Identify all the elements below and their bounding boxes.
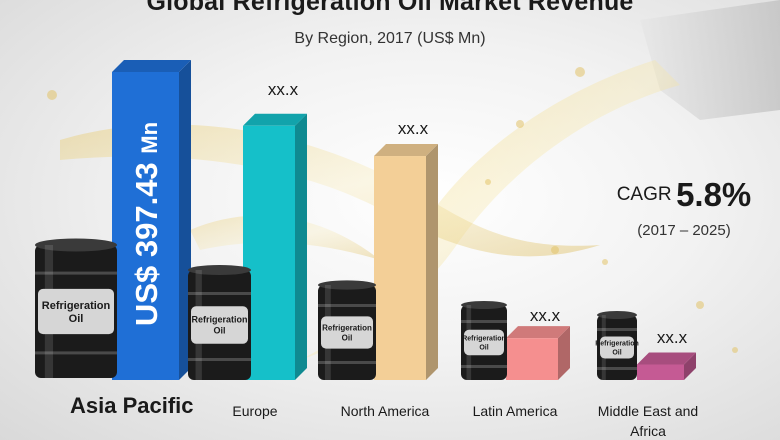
- bar-europe: [243, 113, 307, 380]
- barrel-hoop: [597, 367, 637, 370]
- bar-face: [637, 364, 684, 380]
- barrel-hoop: [597, 328, 637, 331]
- barrel-hoop: [318, 304, 376, 307]
- bar-side: [295, 113, 307, 380]
- barrel-lid: [188, 264, 251, 276]
- barrel-hoop: [35, 351, 117, 355]
- category-label-asia-pacific: Asia Pacific: [70, 393, 194, 418]
- bar-top: [112, 60, 191, 72]
- barrel-hoop: [461, 320, 507, 323]
- oil-barrel-middle-east-and-africa: Refrigeration Oil: [595, 311, 639, 380]
- barrel-label-text: Refrigeration: [595, 340, 639, 347]
- barrel-label-text: Refrigeration: [42, 300, 111, 312]
- barrel-hoop: [318, 361, 376, 364]
- barrel-label-text: Oil: [342, 333, 353, 342]
- bar-face: [506, 338, 558, 380]
- barrel-hoop: [35, 271, 117, 275]
- cagr-indicator: CAGR 5.8%: [594, 176, 774, 214]
- bar-top: [637, 352, 696, 365]
- cagr-period: (2017 – 2025): [637, 222, 731, 239]
- chart-subtitle: By Region, 2017 (US$ Mn): [294, 30, 486, 47]
- bar-value-middle-east-africa: xx.x: [656, 328, 688, 347]
- bar-side: [684, 352, 696, 380]
- barrel-hoop: [188, 292, 251, 295]
- bar-face: [112, 72, 179, 380]
- bar-top: [243, 113, 307, 126]
- barrel-hoop: [188, 358, 251, 361]
- bar-side: [426, 144, 438, 380]
- bar-value-north-america: xx.x: [397, 119, 429, 138]
- bar-north-america: [374, 144, 438, 380]
- category-label-middle-east-africa: Middle East and Africa: [597, 403, 699, 439]
- category-label-europe: Europe: [232, 403, 278, 419]
- barrel-label-text: Oil: [69, 313, 84, 325]
- barrel-lid: [318, 280, 376, 290]
- bar-value-latin-america: xx.x: [529, 306, 561, 325]
- bar-face: [374, 156, 426, 380]
- bar-top: [374, 144, 438, 157]
- barrel-lid: [597, 311, 637, 319]
- barrel-label-text: Oil: [612, 349, 621, 356]
- barrel-label: [464, 329, 504, 356]
- bar-face: [243, 125, 295, 380]
- barrel-label: [38, 288, 114, 335]
- cagr-value: 5.8%: [676, 176, 752, 213]
- barrel-lid: [461, 301, 507, 309]
- bar-latin-america: [506, 326, 570, 380]
- oil-barrel-latin-america: Refrigeration Oil: [461, 301, 507, 380]
- cagr-label: CAGR: [616, 184, 672, 205]
- barrel-lid: [35, 238, 117, 252]
- barrel-label-text: Refrigeration: [322, 323, 372, 332]
- barrel-label-text: Oil: [213, 326, 225, 336]
- bar-middle-east-and-africa: [637, 352, 696, 380]
- barrel-label: [600, 336, 634, 359]
- barrel-label-text: Oil: [479, 344, 488, 351]
- barrel-label-text: Refrigeration: [462, 335, 506, 342]
- barrel-hoop: [461, 365, 507, 368]
- barrel-label-text: Refrigeration: [191, 315, 247, 325]
- bar-side: [558, 326, 570, 380]
- category-label-latin-america: Latin America: [472, 403, 558, 419]
- bar-value-europe: xx.x: [267, 80, 299, 99]
- barrel-label: [191, 306, 248, 344]
- category-label-north-america: North America: [340, 403, 430, 419]
- barrel-label: [321, 316, 373, 349]
- bar-top: [506, 326, 570, 339]
- chart-title: Global Refrigeration Oil Market Revenue: [146, 0, 634, 16]
